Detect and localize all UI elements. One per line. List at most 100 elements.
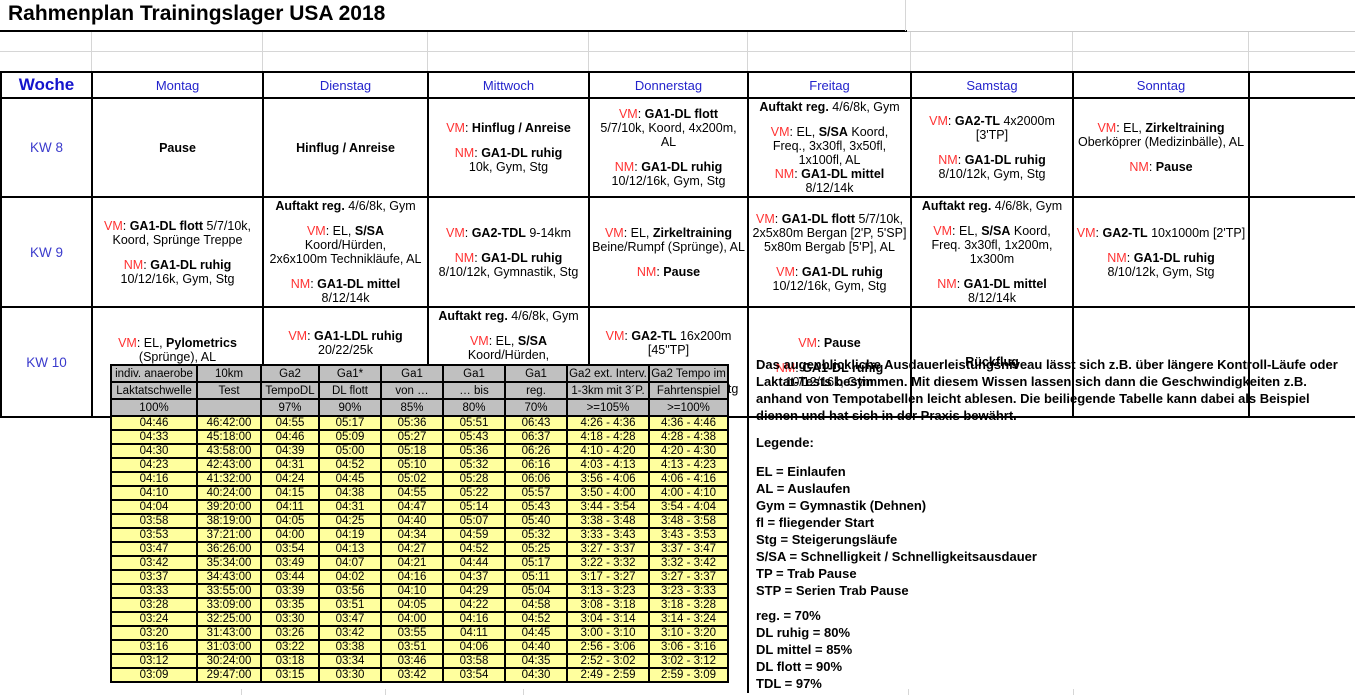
pace-cell[interactable]: 04:55 <box>380 485 444 501</box>
week-label[interactable]: KW 8 <box>0 97 93 198</box>
pace-cell[interactable]: 05:17 <box>504 555 568 571</box>
schedule-cell[interactable]: VM: Hinflug / Anreise NM: GA1-DL ruhig 10k… <box>427 97 590 198</box>
pace-cell[interactable]: 03:30 <box>260 611 320 627</box>
schedule-cell[interactable]: VM: EL, Zirkeltraining Beine/Rumpf (Sprün… <box>588 196 749 308</box>
pace-cell[interactable]: 42:43:00 <box>196 457 262 473</box>
pace-cell[interactable]: 04:24 <box>260 471 320 487</box>
pace-cell[interactable]: 3:04 - 3:14 <box>566 611 650 627</box>
week-label[interactable]: KW 9 <box>0 196 93 308</box>
schedule-cell-empty[interactable] <box>1072 306 1250 418</box>
pace-header-cell[interactable]: … bis <box>442 381 506 400</box>
pace-cell[interactable]: 03:42 <box>380 667 444 683</box>
schedule-cell[interactable]: Rückflug <box>910 306 1074 418</box>
pace-cell[interactable]: 05:32 <box>504 527 568 543</box>
pace-cell[interactable]: 3:48 - 3:58 <box>648 513 729 529</box>
pace-cell[interactable]: 04:16 <box>110 471 198 487</box>
schedule-cell[interactable]: VM: EL, Zirkeltraining Oberköprer (Medizi… <box>1072 97 1250 198</box>
pace-cell[interactable]: 04:33 <box>110 429 198 445</box>
pace-cell[interactable]: 3:02 - 3:12 <box>648 653 729 669</box>
pace-cell[interactable]: 04:47 <box>380 499 444 515</box>
pace-cell[interactable]: 34:43:00 <box>196 569 262 585</box>
schedule-cell[interactable]: Hinflug / Anreise <box>262 97 429 198</box>
pace-cell[interactable]: 03:46 <box>380 653 444 669</box>
pace-cell[interactable]: 4:13 - 4:23 <box>648 457 729 473</box>
day-header-mittwoch[interactable]: Mittwoch <box>427 71 590 99</box>
pace-cell[interactable]: 04:30 <box>504 667 568 683</box>
pace-cell[interactable]: 03:42 <box>318 625 382 641</box>
pace-cell[interactable]: 04:05 <box>260 513 320 529</box>
pace-cell[interactable]: 3:08 - 3:18 <box>566 597 650 613</box>
pace-cell[interactable]: 3:33 - 3:43 <box>566 527 650 543</box>
pace-cell[interactable]: 04:29 <box>442 583 506 599</box>
pace-cell[interactable]: 04:35 <box>504 653 568 669</box>
pace-cell[interactable]: 4:10 - 4:20 <box>566 443 650 459</box>
pace-cell[interactable]: 04:31 <box>318 499 382 515</box>
pace-header-cell[interactable]: 70% <box>504 398 568 417</box>
pace-cell[interactable]: 3:13 - 3:23 <box>566 583 650 599</box>
pace-cell[interactable]: 04:25 <box>318 513 382 529</box>
pace-cell[interactable]: 3:14 - 3:24 <box>648 611 729 627</box>
pace-cell[interactable]: 4:28 - 4:38 <box>648 429 729 445</box>
pace-header-cell[interactable] <box>196 398 262 417</box>
pace-header-cell[interactable]: Ga1 <box>504 364 568 383</box>
pace-header-cell[interactable]: Ga1 <box>442 364 506 383</box>
pace-cell[interactable]: 03:51 <box>318 597 382 613</box>
pace-header-cell[interactable]: indiv. anaerobe <box>110 364 198 383</box>
pace-cell[interactable]: 03:38 <box>318 639 382 655</box>
pace-cell[interactable]: 04:46 <box>260 429 320 445</box>
pace-cell[interactable]: 03:35 <box>260 597 320 613</box>
pace-cell[interactable]: 03:47 <box>110 541 198 557</box>
pace-cell[interactable]: 33:55:00 <box>196 583 262 599</box>
pace-cell[interactable]: 04:16 <box>380 569 444 585</box>
pace-cell[interactable]: 05:43 <box>442 429 506 445</box>
pace-cell[interactable]: 05:02 <box>380 471 444 487</box>
pace-cell[interactable]: 29:47:00 <box>196 667 262 683</box>
pace-cell[interactable]: 3:43 - 3:53 <box>648 527 729 543</box>
pace-header-cell[interactable]: 97% <box>260 398 320 417</box>
pace-cell[interactable]: 04:05 <box>380 597 444 613</box>
pace-cell[interactable]: 33:09:00 <box>196 597 262 613</box>
pace-cell[interactable]: 03:44 <box>260 569 320 585</box>
pace-cell[interactable]: 04:30 <box>110 443 198 459</box>
pace-cell[interactable]: 04:34 <box>380 527 444 543</box>
day-header-freitag[interactable]: Freitag <box>747 71 912 99</box>
day-header-donnerstag[interactable]: Donnerstag <box>588 71 749 99</box>
week-label[interactable]: KW 10 <box>0 306 93 418</box>
pace-cell[interactable]: 05:57 <box>504 485 568 501</box>
pace-cell[interactable]: 04:59 <box>442 527 506 543</box>
pace-cell[interactable]: 06:37 <box>504 429 568 445</box>
schedule-cell[interactable]: Pause <box>91 97 264 198</box>
pace-cell[interactable]: 03:18 <box>260 653 320 669</box>
pace-cell[interactable]: 3:18 - 3:28 <box>648 597 729 613</box>
pace-cell[interactable]: 41:32:00 <box>196 471 262 487</box>
pace-cell[interactable]: 04:52 <box>318 457 382 473</box>
schedule-cell-empty[interactable] <box>1248 306 1355 418</box>
pace-cell[interactable]: 3:56 - 4:06 <box>566 471 650 487</box>
week-column-header[interactable]: Woche <box>0 71 93 99</box>
pace-cell[interactable]: 4:20 - 4:30 <box>648 443 729 459</box>
pace-cell[interactable]: 05:25 <box>504 541 568 557</box>
pace-cell[interactable]: 03:58 <box>442 653 506 669</box>
pace-cell[interactable]: 03:58 <box>110 513 198 529</box>
pace-cell[interactable]: 3:00 - 3:10 <box>566 625 650 641</box>
pace-cell[interactable]: 05:17 <box>318 415 382 431</box>
pace-cell[interactable]: 03:34 <box>318 653 382 669</box>
pace-cell[interactable]: 36:26:00 <box>196 541 262 557</box>
pace-cell[interactable]: 05:22 <box>442 485 506 501</box>
pace-cell[interactable]: 06:16 <box>504 457 568 473</box>
pace-header-cell[interactable]: 10km <box>196 364 262 383</box>
schedule-cell[interactable]: VM: GA1-DL flott 5/7/10k, Koord, Sprünge … <box>91 196 264 308</box>
pace-cell[interactable]: 4:18 - 4:28 <box>566 429 650 445</box>
pace-cell[interactable]: 03:56 <box>318 583 382 599</box>
schedule-cell[interactable]: Auftakt reg. 4/6/8k, Gym VM: EL, S/SA Koo… <box>747 97 912 198</box>
pace-cell[interactable]: 46:42:00 <box>196 415 262 431</box>
pace-cell[interactable]: 04:22 <box>442 597 506 613</box>
pace-cell[interactable]: 04:21 <box>380 555 444 571</box>
pace-header-cell[interactable]: Ga1 <box>380 364 444 383</box>
pace-cell[interactable]: 05:04 <box>504 583 568 599</box>
pace-cell[interactable]: 3:44 - 3:54 <box>566 499 650 515</box>
pace-cell[interactable]: 32:25:00 <box>196 611 262 627</box>
pace-cell[interactable]: 45:18:00 <box>196 429 262 445</box>
schedule-cell[interactable]: VM: GA1-DL flott 5/7/10k, Koord, 4x200m, … <box>588 97 749 198</box>
pace-cell[interactable]: 35:34:00 <box>196 555 262 571</box>
